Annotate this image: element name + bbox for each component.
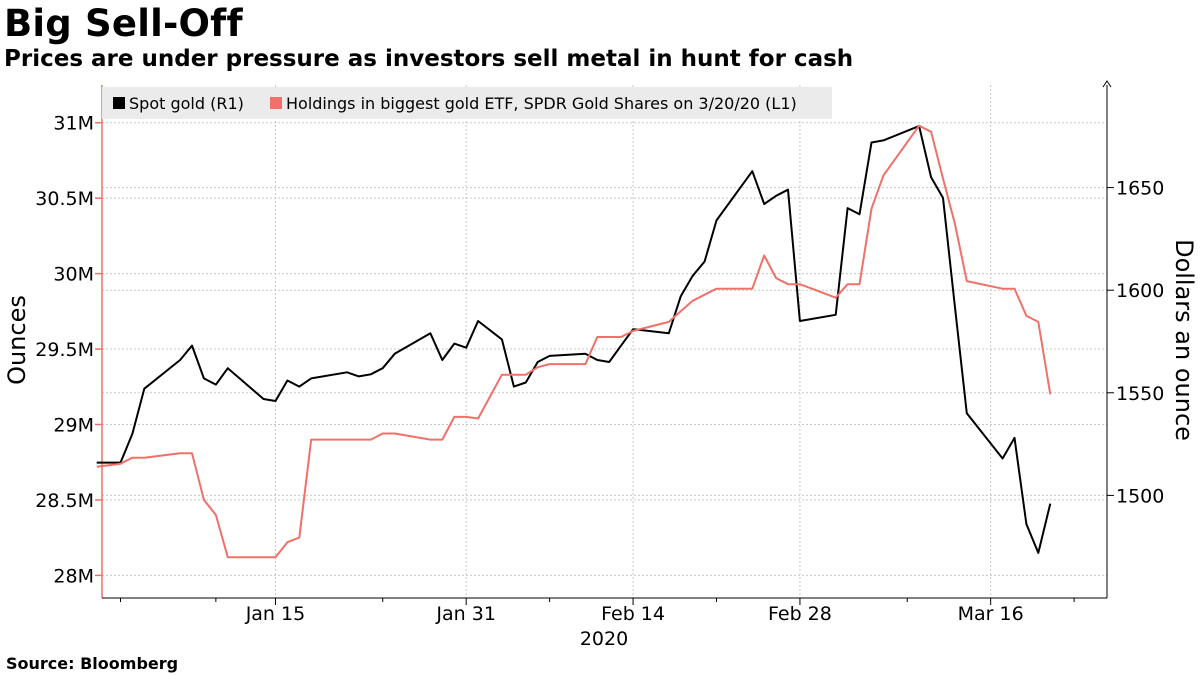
series-line-etf-holdings: [96, 124, 1052, 559]
legend-swatch-etf: [270, 97, 282, 109]
axes: 28M 28.5M 29M 29.5M 30M 30.5M 31M 1500 1550 1600 1…: [35, 80, 1164, 625]
series-line-spot-gold: [96, 125, 1052, 554]
left-tick-label: 29.5M: [35, 339, 94, 361]
legend: Spot gold (R1) Holdings in biggest gold …: [102, 87, 832, 119]
x-tick-label: Feb 14: [601, 603, 665, 625]
left-tick-label: 30M: [53, 264, 94, 286]
left-tick-label: 29M: [53, 414, 94, 436]
chart-title: Big Sell-Off: [4, 2, 243, 45]
x-tick-label: Mar 16: [958, 603, 1024, 625]
right-tick-label: 1550: [1116, 383, 1164, 405]
chart-subtitle: Prices are under pressure as investors s…: [4, 46, 854, 72]
legend-label-gold: Spot gold (R1): [129, 94, 244, 113]
right-axis-label: Dollars an ounce: [1170, 239, 1198, 441]
x-tick-label: Jan 15: [245, 603, 306, 625]
x-year-label: 2020: [580, 628, 628, 650]
right-tick-label: 1500: [1116, 485, 1164, 507]
left-tick-label: 30.5M: [35, 188, 94, 210]
x-tick-label: Jan 31: [435, 603, 496, 625]
legend-swatch-gold: [113, 97, 125, 109]
legend-background: [102, 87, 832, 119]
gridlines: [102, 85, 1107, 598]
left-tick-label: 31M: [53, 113, 94, 135]
left-axis-label: Ounces: [3, 295, 31, 385]
right-tick-label: 1600: [1116, 280, 1164, 302]
series-lines: [96, 124, 1052, 559]
legend-label-etf: Holdings in biggest gold ETF, SPDR Gold …: [286, 94, 797, 113]
left-tick-label: 28M: [53, 565, 94, 587]
right-axis-arrow: [1102, 80, 1112, 88]
x-tick-label: Feb 28: [768, 603, 832, 625]
source-note: Source: Bloomberg: [6, 654, 179, 673]
right-tick-label: 1650: [1116, 178, 1164, 200]
left-tick-label: 28.5M: [35, 490, 94, 512]
